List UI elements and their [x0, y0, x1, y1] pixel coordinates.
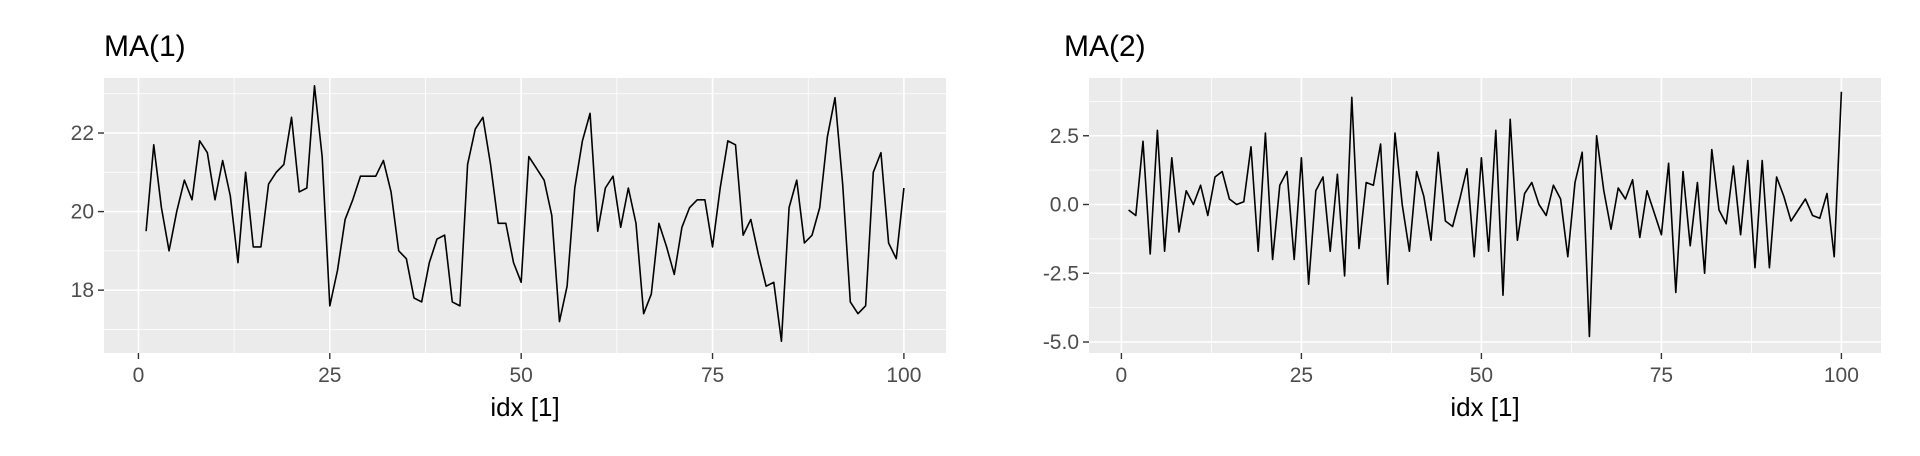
y-tick-label: -2.5: [1043, 262, 1079, 285]
series-line: [145, 85, 905, 343]
chart-ma1: MA(1) 18 20 22 0 25 50 75 100 idx [1]: [71, 30, 946, 422]
chart-title: MA(1): [104, 30, 186, 63]
x-tick-label: 75: [1650, 364, 1673, 387]
x-tick-label: 100: [1824, 364, 1859, 387]
y-tick-label: 2.5: [1050, 125, 1079, 148]
y-tick-label: -5.0: [1043, 331, 1079, 354]
y-tick-label: 0.0: [1050, 194, 1079, 217]
x-axis-label: idx [1]: [1450, 392, 1519, 422]
series-line: [1128, 91, 1843, 338]
x-tick-label: 0: [1116, 364, 1128, 387]
y-tick-label: 20: [71, 201, 94, 224]
x-tick-label: 0: [133, 364, 145, 387]
y-tick-label: 18: [71, 279, 94, 302]
x-tick-label: 75: [701, 364, 724, 387]
x-tick-label: 100: [886, 364, 921, 387]
y-tick-label: 22: [71, 122, 94, 145]
x-tick-label: 25: [318, 364, 341, 387]
x-tick-label: 50: [509, 364, 532, 387]
x-axis-label: idx [1]: [490, 392, 559, 422]
x-tick-label: 50: [1470, 364, 1493, 387]
chart-title: MA(2): [1064, 30, 1146, 63]
x-tick-label: 25: [1290, 364, 1313, 387]
chart-ma2: MA(2) -5.0 -2.5 0.0 2.5 0 25 50 75 100 idx [1]: [1043, 30, 1881, 422]
plot-panel: [1089, 78, 1881, 353]
